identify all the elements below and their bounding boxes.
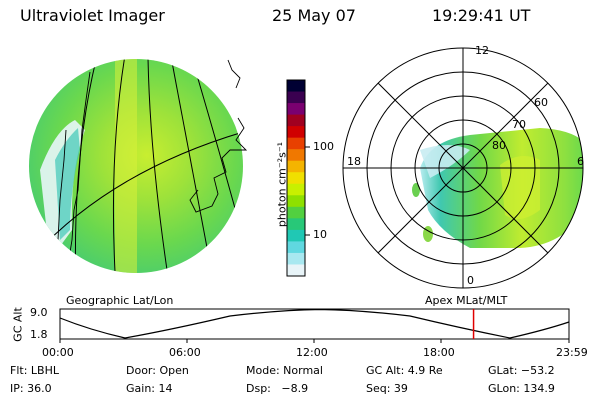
colorbar-ticks <box>305 146 310 236</box>
colorbar-swatch <box>287 137 305 150</box>
mlat-label-80: 80 <box>492 139 506 152</box>
altitude-plot <box>59 308 570 343</box>
colorbar-swatch <box>287 252 305 265</box>
colorbar-swatch <box>287 114 305 127</box>
colorbar-swatch <box>287 229 305 242</box>
colorbar-swatch <box>287 195 305 208</box>
polar-plot <box>342 47 584 289</box>
info-seq: Seq: 39 <box>366 382 408 395</box>
xtick-1800: 18:00 <box>423 346 455 359</box>
colorbar-tick-100: 100 <box>313 140 334 153</box>
instrument-title: Ultraviolet Imager <box>20 6 165 25</box>
mlat-label-60: 60 <box>534 96 548 109</box>
geographic-image <box>29 59 248 273</box>
xtick-2359: 23:59 <box>556 346 588 359</box>
info-dsp: Dsp: −8.9 <box>246 382 309 395</box>
colorbar-swatch <box>287 149 305 162</box>
colorbar-swatch <box>287 103 305 116</box>
altitude-ytick-min: 1.8 <box>30 328 48 341</box>
info-ip: IP: 36.0 <box>10 382 52 395</box>
coastline-outer <box>189 59 248 213</box>
colorbar-unit-label: photon cm⁻²s⁻¹ <box>275 141 289 228</box>
time-label: 19:29:41 UT <box>432 6 531 25</box>
colorbar-swatch <box>287 241 305 254</box>
polar-panel-label: Apex MLat/MLT <box>425 294 508 307</box>
mlat-label-70: 70 <box>512 118 526 131</box>
info-gain: Gain: 14 <box>126 382 173 395</box>
xtick-0000: 00:00 <box>42 346 74 359</box>
colorbar-tick-10: 10 <box>313 228 327 241</box>
info-glon: GLon: 134.9 <box>488 382 555 395</box>
mlt-label-0: 0 <box>467 274 474 287</box>
xtick-0600: 06:00 <box>169 346 201 359</box>
colorbar-swatch <box>287 172 305 185</box>
info-gc-alt: GC Alt: 4.9 Re <box>366 364 443 377</box>
colorbar <box>286 79 306 277</box>
info-mode: Mode: Normal <box>246 364 323 377</box>
colorbar-swatch <box>287 183 305 196</box>
geo-panel-label: Geographic Lat/Lon <box>66 294 174 307</box>
xtick-1200: 12:00 <box>296 346 328 359</box>
colorbar-swatch <box>287 80 305 93</box>
mlt-label-12: 12 <box>475 44 489 57</box>
altitude-curve <box>59 308 570 339</box>
colorbar-swatch <box>287 91 305 104</box>
altitude-xticks <box>59 339 570 343</box>
colorbar-swatch <box>287 218 305 231</box>
info-flt: Flt: LBHL <box>10 364 59 377</box>
colorbar-swatch <box>287 264 305 277</box>
mlt-label-6: 6 <box>577 155 584 168</box>
info-door: Door: Open <box>126 364 189 377</box>
colorbar-swatch <box>287 126 305 139</box>
colorbar-swatch <box>287 206 305 219</box>
colorbar-border <box>286 79 306 277</box>
altitude-ylabel: GC Alt <box>11 307 25 342</box>
mlt-label-18: 18 <box>347 155 361 168</box>
colorbar-swatch <box>287 160 305 173</box>
info-glat: GLat: −53.2 <box>488 364 555 377</box>
altitude-ytick-max: 9.0 <box>30 306 48 319</box>
date-label: 25 May 07 <box>272 6 356 25</box>
